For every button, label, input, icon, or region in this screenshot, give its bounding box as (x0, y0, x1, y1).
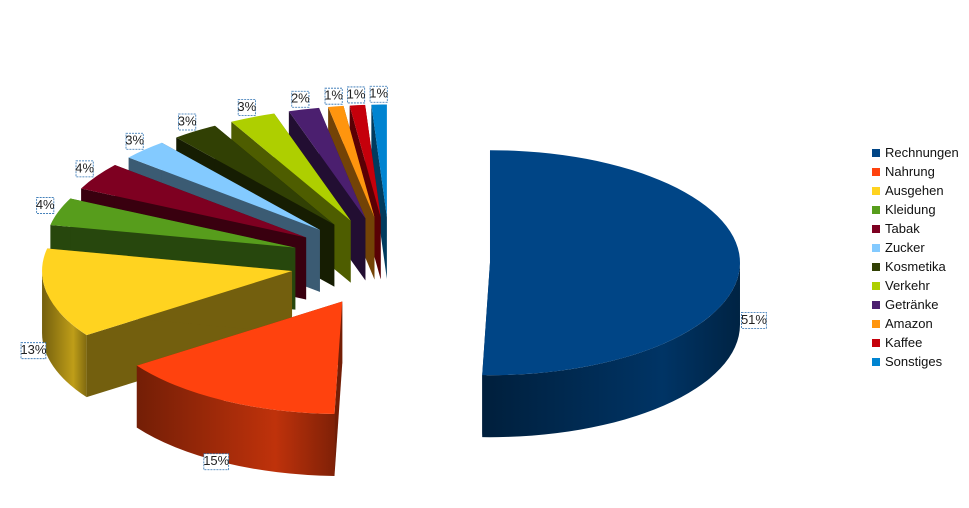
legend: Rechnungen Nahrung Ausgehen Kleidung Tabak Zu… (872, 143, 959, 371)
slice-top (128, 142, 320, 230)
data-label: 1% (324, 88, 343, 105)
data-label-box (125, 132, 144, 150)
legend-swatch (872, 148, 880, 157)
legend-swatch (872, 224, 880, 233)
slice-top (231, 113, 351, 221)
legend-item: Sonstiges (872, 352, 959, 371)
data-label: 15% (203, 453, 230, 471)
data-label-text: 15% (203, 453, 229, 468)
legend-label: Ausgehen (885, 183, 944, 198)
legend-swatch (872, 205, 880, 214)
data-label-text: 1% (369, 86, 388, 101)
data-label-box (36, 197, 55, 214)
data-label-box (237, 99, 256, 116)
legend-swatch (872, 281, 880, 290)
legend-item: Zucker (872, 238, 959, 257)
legend-swatch (872, 338, 880, 347)
pie-slice-sonstiges (371, 104, 387, 280)
legend-item: Kleidung (872, 200, 959, 219)
data-label: 13% (20, 342, 47, 360)
slice-rim (136, 365, 335, 476)
data-label-text: 51% (741, 312, 767, 327)
data-label-box (291, 90, 310, 108)
data-label: 51% (741, 312, 767, 329)
legend-swatch (872, 186, 880, 195)
slice-top (288, 107, 366, 219)
legend-item: Getränke (872, 295, 959, 314)
data-label-text: 3% (125, 133, 144, 148)
legend-label: Sonstiges (885, 354, 943, 369)
slice-top (328, 105, 375, 218)
slice-top (349, 104, 381, 218)
data-label-text: 2% (291, 91, 310, 106)
slice-side-wall (371, 104, 387, 280)
data-label-box (347, 86, 366, 104)
slice-rim (482, 262, 740, 438)
legend-item: Kosmetika (872, 257, 959, 276)
pie-slice-rechnungen (482, 150, 740, 438)
slice-top (176, 125, 335, 225)
slice-top (81, 165, 307, 238)
slice-rim (42, 271, 87, 398)
data-label-text: 4% (75, 160, 94, 175)
legend-item: Ausgehen (872, 181, 959, 200)
legend-label: Amazon (885, 316, 933, 331)
legend-label: Nahrung (885, 164, 935, 179)
slice-top (482, 150, 740, 376)
data-label-box (178, 113, 197, 131)
legend-label: Getränke (885, 297, 939, 312)
data-label-box (324, 87, 343, 105)
data-label-box (369, 85, 388, 103)
legend-swatch (872, 167, 880, 176)
data-label: 3% (178, 113, 197, 131)
legend-item: Kaffee (872, 333, 959, 352)
legend-item: Verkehr (872, 276, 959, 295)
legend-label: Tabak (885, 221, 920, 236)
data-label-box (203, 453, 230, 471)
legend-swatch (872, 262, 880, 271)
data-label: 1% (347, 86, 366, 104)
legend-swatch (872, 243, 880, 252)
legend-label: Kosmetika (885, 259, 946, 274)
data-label: 4% (36, 197, 55, 214)
data-label: 3% (237, 99, 257, 116)
data-label-text: 4% (36, 197, 55, 212)
legend-swatch (872, 357, 880, 366)
slice-top (50, 198, 296, 248)
legend-label: Kleidung (885, 202, 936, 217)
slice-top (371, 104, 387, 218)
slice-top (42, 248, 293, 336)
data-label-box (75, 160, 94, 178)
legend-label: Verkehr (885, 278, 930, 293)
data-label: 1% (369, 85, 389, 103)
legend-item: Tabak (872, 219, 959, 238)
legend-swatch (872, 300, 880, 309)
data-label: 3% (125, 133, 144, 150)
data-label-text: 3% (178, 113, 197, 128)
legend-item: Nahrung (872, 162, 959, 181)
data-label: 4% (75, 160, 94, 178)
legend-item: Rechnungen (872, 143, 959, 162)
data-label-text: 1% (347, 86, 366, 101)
data-label-text: 13% (20, 342, 46, 357)
legend-item: Amazon (872, 314, 959, 333)
slice-top (136, 301, 343, 414)
data-label-text: 3% (237, 99, 256, 114)
pie-slice-nahrung (136, 301, 343, 476)
legend-label: Kaffee (885, 335, 923, 350)
data-label-box (741, 311, 767, 329)
legend-label: Rechnungen (885, 145, 959, 160)
data-label: 2% (291, 91, 310, 108)
legend-label: Zucker (885, 240, 925, 255)
data-label-text: 1% (324, 88, 343, 103)
data-label-box (20, 342, 47, 360)
legend-swatch (872, 319, 880, 328)
